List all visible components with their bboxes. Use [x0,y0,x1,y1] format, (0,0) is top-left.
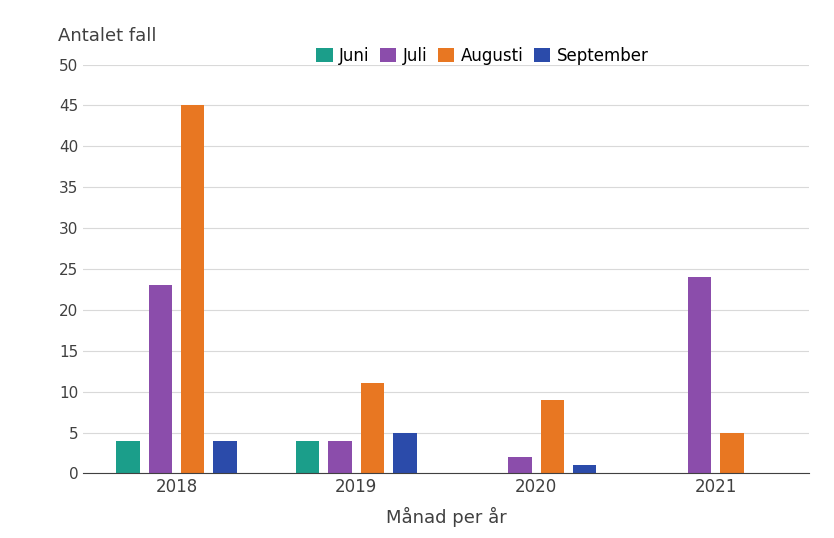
Bar [296,441,319,473]
Bar [148,285,172,473]
Bar [508,457,531,473]
Text: Antalet fall: Antalet fall [58,27,157,45]
Bar [117,441,140,473]
Bar [214,441,237,473]
Bar [393,433,416,473]
Bar [688,277,711,473]
Bar [181,105,204,473]
Bar [573,465,596,473]
Legend: Juni, Juli, Augusti, September: Juni, Juli, Augusti, September [309,40,656,72]
Bar [721,433,744,473]
Bar [329,441,352,473]
X-axis label: Månad per år: Månad per år [386,507,506,527]
Bar [361,384,384,473]
Bar [540,400,564,473]
